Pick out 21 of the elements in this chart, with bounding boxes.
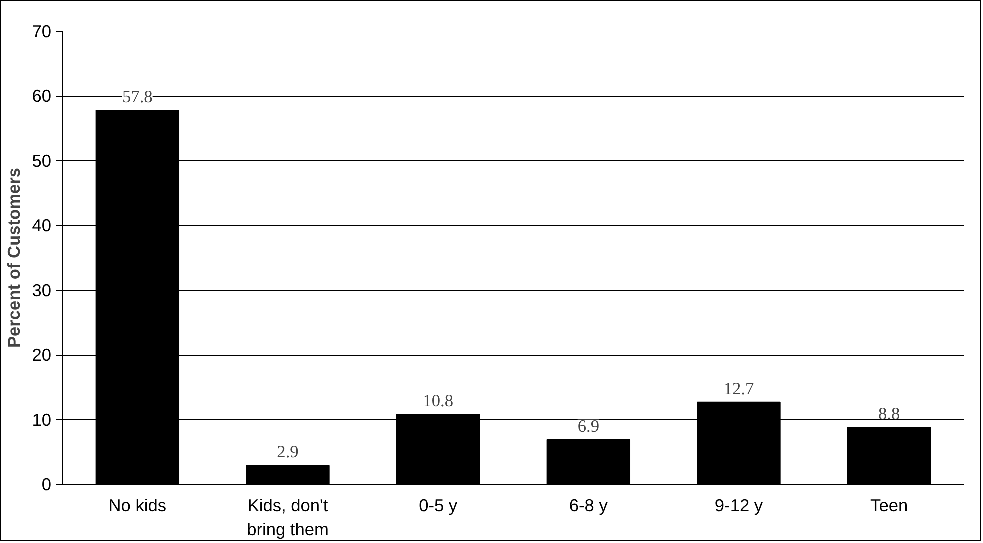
y-tick-label: 50	[32, 150, 52, 171]
y-tick-label: 30	[32, 280, 52, 300]
data-label: 12.7	[724, 379, 754, 398]
x-tick-label: Kids, don't bring them	[247, 496, 329, 540]
data-label: 57.8	[122, 87, 153, 106]
x-tick-label: No kids	[108, 496, 167, 516]
x-tick-label: 6-8 y	[569, 496, 608, 516]
data-label: 6.9	[578, 416, 600, 436]
y-tick-label: 10	[32, 410, 52, 430]
y-tick-label: 60	[32, 86, 52, 106]
x-tick-label: 9-12 y	[714, 496, 764, 516]
data-label: 2.9	[277, 442, 299, 462]
x-tick-label: Teen	[870, 496, 908, 516]
y-tick-label: 0	[42, 474, 52, 494]
y-axis-title: Percent of Customers	[4, 168, 24, 348]
y-tick-label: 70	[32, 22, 52, 42]
data-label: 8.8	[878, 404, 900, 424]
y-tick-label: 40	[32, 216, 52, 236]
data-label: 10.8	[423, 392, 454, 411]
x-tick-label: 0-5 y	[419, 496, 458, 516]
y-tick-label: 20	[32, 345, 52, 366]
